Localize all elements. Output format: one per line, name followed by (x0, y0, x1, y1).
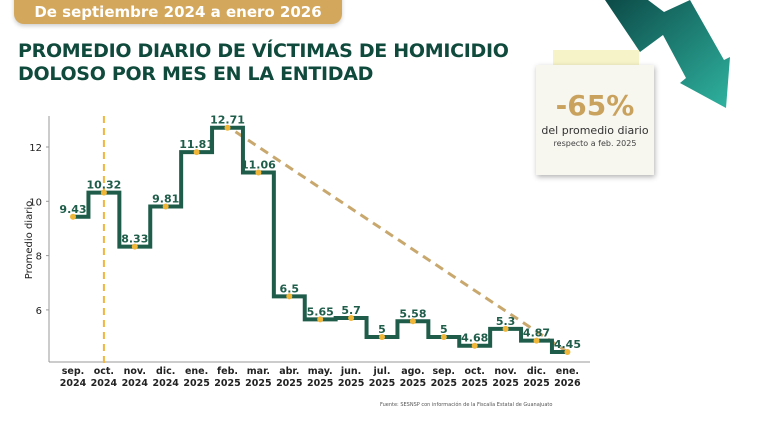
data-label: 9.43 (59, 203, 86, 216)
data-point (162, 203, 169, 210)
x-tick-label-month: dic. (527, 366, 546, 377)
data-label: 11.06 (241, 159, 276, 172)
x-tick-label-year: 2024 (122, 378, 149, 389)
data-point (440, 334, 447, 341)
x-tick-label-month: abr. (279, 366, 299, 377)
y-tick-label: 10 (29, 197, 42, 208)
y-tick-label: 8 (36, 252, 42, 263)
x-tick-label-year: 2024 (60, 378, 87, 389)
data-point (100, 189, 107, 196)
x-tick-label-year: 2025 (214, 378, 240, 389)
x-tick-label-year: 2024 (152, 378, 179, 389)
data-label: 5.65 (307, 305, 334, 318)
data-label: 4.45 (554, 338, 581, 351)
data-label: 5.7 (341, 304, 361, 317)
data-label: 5 (440, 323, 448, 336)
x-tick-label-year: 2025 (400, 378, 426, 389)
data-point (471, 342, 478, 349)
data-point (348, 315, 355, 322)
x-tick-label-year: 2025 (338, 378, 364, 389)
data-point (193, 149, 200, 156)
data-label: 8.33 (121, 233, 148, 246)
x-tick-label-month: ene. (185, 366, 208, 377)
data-label: 9.81 (152, 192, 179, 205)
x-tick-label-month: ene. (556, 366, 579, 377)
y-axis-label: Promedio diario (24, 201, 35, 279)
x-tick-label-month: jul. (373, 366, 391, 377)
x-tick-label-month: nov. (124, 366, 146, 377)
data-label: 4.87 (523, 327, 550, 340)
x-tick-label-month: oct. (465, 366, 485, 377)
stat-caption: del promedio diario (541, 124, 649, 137)
x-tick-label-year: 2025 (461, 378, 487, 389)
x-tick-label-month: feb. (217, 366, 238, 377)
data-point (379, 334, 385, 341)
data-point (317, 316, 324, 323)
y-tick-label: 6 (36, 306, 42, 317)
x-tick-label-year: 2024 (91, 378, 118, 389)
data-point (533, 337, 540, 344)
x-tick-label-year: 2025 (245, 378, 271, 389)
data-label: 12.71 (210, 114, 245, 127)
x-tick-label-year: 2025 (492, 378, 518, 389)
down-arrow-icon (605, 0, 730, 108)
stat-subcaption: respecto a feb. 2025 (553, 139, 637, 148)
x-tick-label-year: 2025 (431, 378, 457, 389)
x-tick-label-month: sep. (433, 366, 456, 377)
x-tick-label-year: 2025 (276, 378, 302, 389)
stat-card: -65% del promedio diario respecto a feb.… (536, 65, 654, 175)
data-label: 11.81 (179, 138, 214, 151)
x-tick-label-month: jun. (340, 366, 361, 377)
data-point (502, 325, 509, 332)
x-tick-label-month: sep. (62, 366, 85, 377)
stat-value: -65% (555, 89, 635, 122)
trend-line (234, 130, 569, 354)
x-tick-label-month: mar. (247, 366, 270, 377)
x-tick-label-month: dic. (156, 366, 175, 377)
data-point (409, 318, 416, 325)
x-tick-label-month: ago. (401, 366, 424, 377)
page-title: PROMEDIO DIARIO DE VÍCTIMAS DE HOMICIDIO… (18, 40, 509, 86)
x-tick-label-year: 2026 (554, 378, 581, 389)
data-point (255, 169, 262, 176)
period-banner: De septiembre 2024 a enero 2026 (14, 0, 342, 24)
title-line-2: DOLOSO POR MES EN LA ENTIDAD (18, 63, 374, 85)
data-point (70, 213, 76, 220)
x-tick-label-month: oct. (94, 366, 114, 377)
data-label: 6.5 (280, 282, 300, 295)
x-tick-label-month: may. (308, 366, 333, 377)
x-tick-label-year: 2025 (369, 378, 395, 389)
data-label: 5.3 (496, 315, 516, 328)
data-label: 10.32 (87, 179, 122, 192)
data-label: 5.58 (399, 307, 426, 320)
x-tick-label-year: 2025 (183, 378, 209, 389)
x-tick-label-year: 2025 (523, 378, 549, 389)
data-label: 4.68 (461, 332, 488, 345)
source-note: Fuente: SESNSP con información de la Fis… (380, 402, 553, 408)
x-tick-label-year: 2025 (307, 378, 333, 389)
y-tick-label: 12 (29, 143, 42, 154)
data-point (131, 243, 138, 250)
x-tick-label-month: nov. (494, 366, 516, 377)
title-line-1: PROMEDIO DIARIO DE VÍCTIMAS DE HOMICIDIO (18, 40, 509, 62)
data-point (286, 293, 293, 300)
data-point (224, 124, 231, 131)
data-point (564, 348, 571, 355)
data-label: 5 (378, 323, 386, 336)
